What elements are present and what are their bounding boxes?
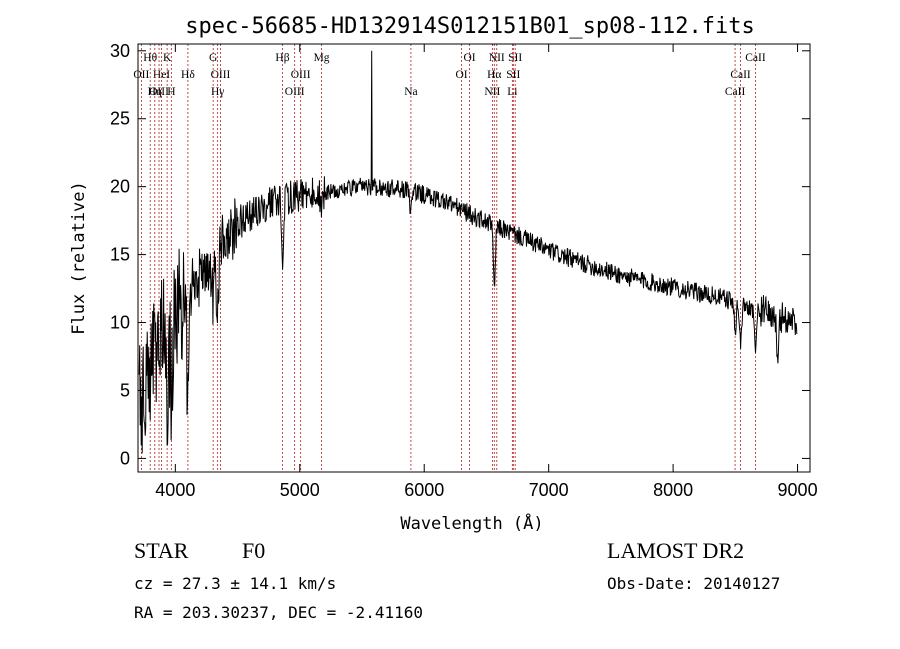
line-marker-label: Hη: [148, 86, 162, 98]
x-tick-label: 7000: [529, 480, 569, 500]
line-marker-label: Hα: [487, 69, 501, 81]
y-axis-label: Flux (relative): [69, 181, 89, 335]
redshift-readout: cz = 27.3 ± 14.1 km/s: [134, 574, 337, 593]
y-tick-label: 0: [120, 448, 130, 468]
line-marker-label: G: [209, 52, 217, 64]
coordinates-readout: RA = 203.30237, DEC = -2.41160: [134, 603, 423, 622]
y-tick-label: 20: [110, 177, 130, 197]
y-tick-label: 5: [120, 380, 130, 400]
line-marker-label: OI: [455, 69, 467, 81]
line-marker-label: Mg: [314, 52, 330, 64]
object-class: STAR: [134, 538, 189, 563]
line-marker-label: Hγ: [211, 86, 224, 98]
line-marker-label: Hβ: [275, 52, 289, 64]
line-marker-label: OI: [463, 52, 475, 64]
line-marker-label: OIII: [149, 86, 169, 98]
line-marker-label: NII: [484, 86, 500, 98]
x-tick-label: 8000: [653, 480, 693, 500]
axis-ticks: 4000 5000 6000 7000 8000 9000 0 5 10 15 20 25 30: [110, 41, 818, 500]
y-tick-label: 30: [110, 41, 130, 61]
line-marker-label: K: [163, 52, 172, 64]
line-marker-label: OIII: [285, 86, 305, 98]
line-marker-label: HeI: [153, 69, 170, 81]
y-tick-label: 25: [110, 109, 130, 129]
x-tick-label: 4000: [155, 480, 195, 500]
plot-frame: [137, 43, 811, 473]
line-marker-label: Hθ: [143, 52, 157, 64]
line-marker-label: CaII: [730, 69, 751, 81]
line-marker-label: Na: [404, 86, 417, 98]
line-marker-label: OIII: [211, 69, 231, 81]
line-marker-label: SII: [508, 52, 522, 64]
line-marker-label: CaII: [725, 86, 746, 98]
line-marker-label: NII: [489, 52, 505, 64]
x-tick-label: 6000: [404, 480, 444, 500]
y-tick-label: 15: [110, 245, 130, 265]
line-marker-label: H: [167, 86, 175, 98]
line-marker-label: OIII: [291, 69, 311, 81]
line-marker-label: SII: [506, 69, 520, 81]
observation-date: Obs-Date: 20140127: [607, 574, 781, 593]
y-tick-label: 10: [110, 313, 130, 333]
line-marker-label: Hδ: [181, 69, 195, 81]
x-tick-label: 9000: [778, 480, 818, 500]
chart-title: spec-56685-HD132914S012151B01_sp08-112.f…: [185, 14, 755, 39]
line-marker-label: OII: [133, 69, 149, 81]
object-subclass: F0: [242, 538, 266, 563]
line-marker-label: CaII: [745, 52, 766, 64]
spectrum-series-line: [138, 50, 798, 454]
x-tick-label: 5000: [280, 480, 320, 500]
line-marker-label: Li: [507, 86, 517, 98]
survey-name: LAMOST DR2: [607, 538, 745, 563]
x-axis-label: Wavelength (Å): [400, 512, 543, 534]
